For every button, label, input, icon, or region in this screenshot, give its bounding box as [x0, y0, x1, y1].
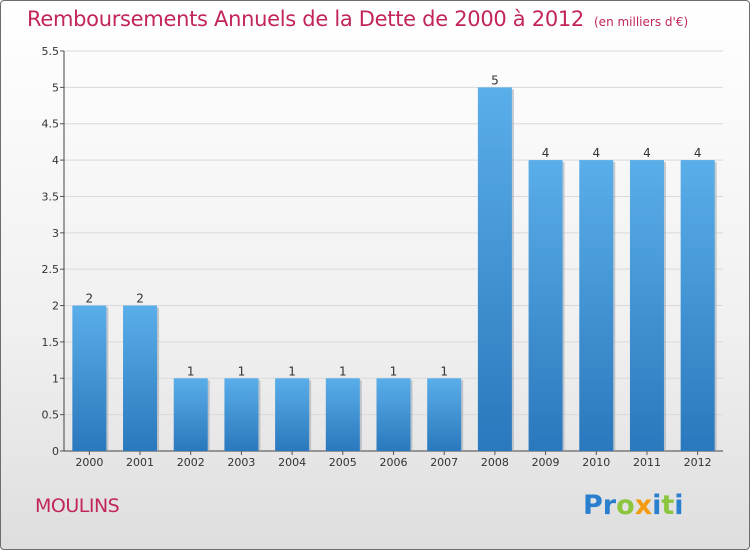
- y-tick-label: 0.5: [42, 409, 60, 422]
- bar-2000: [72, 305, 107, 451]
- data-label: 1: [339, 364, 347, 378]
- data-label: 1: [288, 364, 296, 378]
- bar-2008: [477, 87, 512, 451]
- y-tick-label: 4: [52, 154, 59, 167]
- bar-2003: [224, 378, 259, 451]
- bar-2005: [325, 378, 360, 451]
- logo-letter: i: [674, 490, 684, 521]
- y-tick-label: 5.5: [42, 45, 60, 58]
- x-tick-label: 2008: [481, 456, 509, 469]
- x-tick-label: 2001: [126, 456, 154, 469]
- bar-2001: [123, 305, 158, 451]
- data-label: 4: [643, 146, 651, 160]
- data-label: 1: [440, 364, 448, 378]
- bar-2009: [528, 160, 563, 451]
- logo-letter: t: [661, 490, 675, 521]
- proxiti-logo: Proxiti: [583, 490, 693, 526]
- data-label: 1: [390, 364, 398, 378]
- bar-2011: [629, 160, 664, 451]
- y-tick-label: 3: [52, 227, 59, 240]
- y-tick-label: 3.5: [42, 190, 60, 203]
- y-tick-label: 5: [52, 81, 59, 94]
- x-tick-label: 2011: [633, 456, 661, 469]
- title-row: Remboursements Annuels de la Dette de 20…: [27, 7, 688, 31]
- logo-letter: x: [634, 490, 653, 521]
- labels: 0 0.5 1 1.5 2 2.5 3 3.5 4 4.5 5 5.5 2 2000 2 2001 1 2002 1…: [42, 45, 712, 469]
- x-tick-label: 2010: [582, 456, 610, 469]
- bars: [72, 87, 717, 451]
- x-tick-label: 2000: [75, 456, 103, 469]
- y-tick-label: 2: [52, 300, 59, 313]
- data-label: 4: [542, 146, 550, 160]
- bar-2007: [427, 378, 462, 451]
- bar-2012: [680, 160, 715, 451]
- data-label: 4: [694, 146, 702, 160]
- logo-letter: P: [583, 490, 603, 521]
- data-label: 1: [187, 364, 195, 378]
- bar-2004: [275, 378, 310, 451]
- data-label: 4: [592, 146, 600, 160]
- data-label: 5: [491, 73, 499, 87]
- logo-letter: i: [652, 490, 662, 521]
- bar-2006: [376, 378, 411, 451]
- y-tick-label: 2.5: [42, 263, 60, 276]
- x-tick-label: 2007: [430, 456, 458, 469]
- logo-letter: o: [616, 490, 635, 521]
- chart-subtitle: (en milliers d'€): [594, 15, 689, 29]
- x-tick-label: 2012: [684, 456, 712, 469]
- place-name: MOULINS: [35, 495, 120, 517]
- logo-letter: r: [602, 490, 617, 521]
- data-label: 2: [86, 292, 94, 306]
- x-tick-label: 2005: [329, 456, 357, 469]
- x-tick-label: 2003: [227, 456, 255, 469]
- data-label: 1: [238, 364, 246, 378]
- chart-title: Remboursements Annuels de la Dette de 20…: [27, 7, 584, 31]
- y-tick-label: 1: [52, 372, 59, 385]
- y-tick-label: 1.5: [42, 336, 60, 349]
- x-tick-label: 2009: [532, 456, 560, 469]
- x-tick-label: 2006: [380, 456, 408, 469]
- data-label: 2: [136, 292, 144, 306]
- bar-2002: [173, 378, 208, 451]
- x-tick-label: 2004: [278, 456, 306, 469]
- x-tick-label: 2002: [177, 456, 205, 469]
- y-tick-label: 4.5: [42, 118, 60, 131]
- bar-2010: [579, 160, 614, 451]
- y-tick-label: 0: [52, 445, 59, 458]
